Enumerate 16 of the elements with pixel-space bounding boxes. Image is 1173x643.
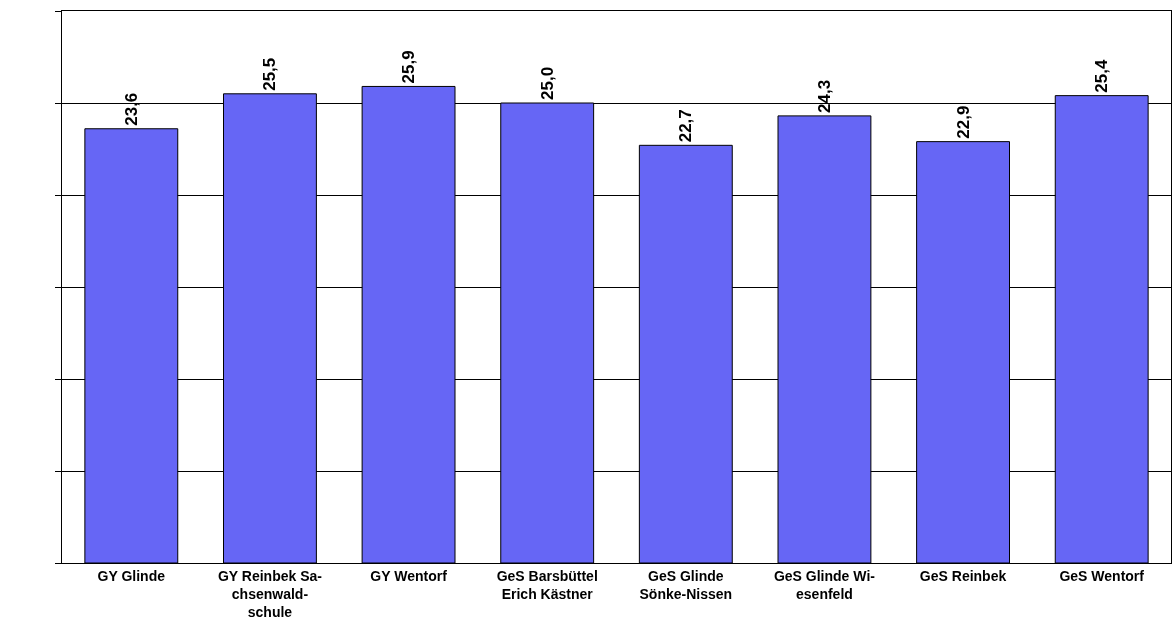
- x-tick-label: GY Wentorf: [370, 567, 448, 584]
- data-label: 25,4: [1092, 59, 1112, 93]
- data-label: 22,7: [676, 109, 696, 143]
- data-label: 24,3: [814, 79, 834, 113]
- x-tick-label: GeS Barsbüttel Erich Kästner: [496, 567, 598, 602]
- x-tick-label: GY Reinbek Sa- chsenwald- schule: [217, 567, 323, 621]
- x-tick-label: GeS Glinde Sönke-Nissen: [639, 567, 733, 602]
- x-tick-label: GeS Glinde Wi- esenfeld: [773, 567, 876, 602]
- data-label: 22,9: [953, 105, 973, 139]
- data-label: 25,5: [260, 57, 280, 91]
- x-tick-label: GY Glinde: [97, 567, 166, 584]
- data-label: 25,0: [537, 66, 557, 100]
- x-tick-label: GeS Wentorf: [1059, 567, 1145, 584]
- data-label: 23,6: [121, 92, 141, 126]
- x-tick-label: GeS Reinbek: [919, 567, 1007, 584]
- data-label: 25,9: [399, 50, 419, 84]
